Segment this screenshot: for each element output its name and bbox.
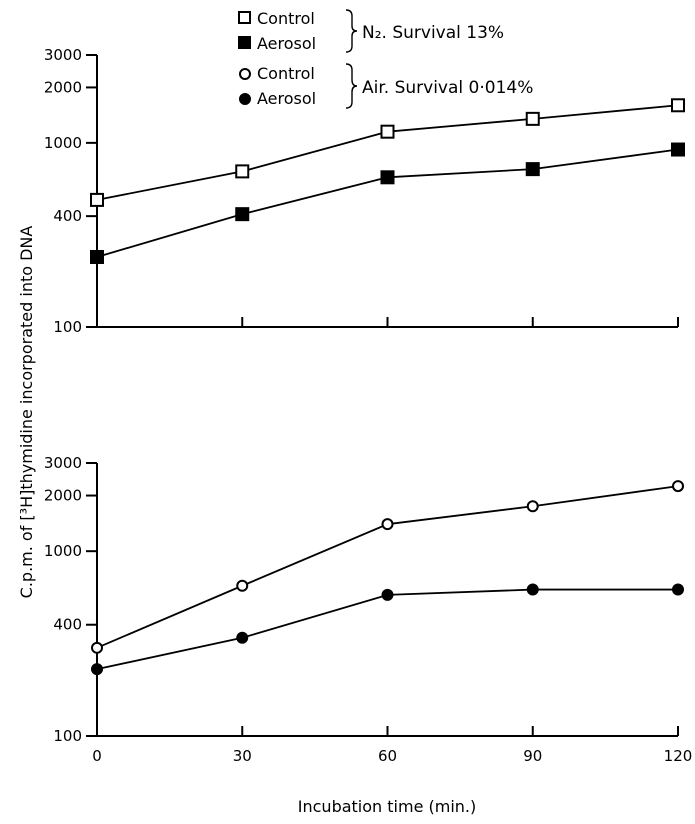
legend-marker-open-circle <box>239 68 251 80</box>
legend-marker-filled-circle <box>239 93 251 105</box>
top-y-tick-label: 400 <box>53 207 82 225</box>
top-point-aerosol <box>671 142 685 157</box>
bottom-point-aerosol <box>672 583 684 596</box>
top-point-aerosol <box>380 170 395 185</box>
top-y-tick-label: 2000 <box>44 78 82 96</box>
legend-brace-n2 <box>345 9 358 53</box>
bottom-point-aerosol <box>526 583 539 596</box>
legend-group-nitrogen: Control Aerosol N₂. Survival 13% <box>238 9 504 53</box>
top-point-control <box>525 111 540 126</box>
top-point-aerosol <box>90 249 104 264</box>
top-point-control <box>671 98 685 113</box>
top-y-tick-label: 100 <box>53 318 82 336</box>
x-axis-label: Incubation time (min.) <box>298 797 476 816</box>
legend-marker-open-square <box>238 11 251 24</box>
bottom-x-tick-label: 90 <box>523 747 542 765</box>
top-point-control <box>380 124 395 139</box>
legend-label-control-n2: Control <box>257 9 315 28</box>
legend-label-control-air: Control <box>257 64 315 83</box>
top-panel-nitrogen: 3000 2000 1000 400 100 <box>44 46 685 336</box>
bottom-y-tick-label: 100 <box>53 727 82 745</box>
bottom-x-tick-label: 120 <box>664 747 693 765</box>
bottom-point-aerosol <box>91 663 103 676</box>
legend-note-air: Air. Survival 0·014% <box>362 78 533 98</box>
bottom-x-tick-label: 60 <box>378 747 397 765</box>
bottom-y-tick-label: 3000 <box>44 454 82 472</box>
bottom-point-control <box>236 579 249 592</box>
bottom-point-control <box>526 500 539 513</box>
legend-brace-air <box>345 63 358 109</box>
legend-group-air: Control Aerosol Air. Survival 0·014% <box>239 63 533 109</box>
top-point-control <box>90 192 104 207</box>
bottom-series-line-aerosol <box>96 588 678 671</box>
legend: Control Aerosol N₂. Survival 13% Control… <box>238 9 533 109</box>
legend-label-aerosol-n2: Aerosol <box>257 34 316 53</box>
top-series-line-control <box>96 104 679 201</box>
legend-label-aerosol-air: Aerosol <box>257 89 316 108</box>
bottom-x-tick-label: 0 <box>92 747 102 765</box>
top-point-control <box>235 164 250 179</box>
y-axis-label: C.p.m. of [³H]thymidine incorporated int… <box>17 226 36 599</box>
bottom-point-control <box>91 641 103 654</box>
top-y-tick-label: 3000 <box>44 46 82 64</box>
top-point-aerosol <box>525 162 540 177</box>
bottom-y-tick-label: 400 <box>53 616 82 634</box>
top-point-aerosol <box>235 207 250 222</box>
top-y-tick-label: 1000 <box>44 134 82 152</box>
legend-marker-filled-square <box>238 36 251 49</box>
bottom-y-tick-label: 1000 <box>44 542 82 560</box>
bottom-point-aerosol <box>236 631 249 644</box>
bottom-y-tick-label: 2000 <box>44 487 82 505</box>
bottom-x-tick-label: 30 <box>233 747 252 765</box>
bottom-point-control <box>381 518 394 531</box>
bottom-series-line-control <box>96 485 679 649</box>
bottom-point-control <box>672 480 684 493</box>
legend-note-n2: N₂. Survival 13% <box>362 23 504 43</box>
bottom-point-aerosol <box>381 588 394 601</box>
top-series-line-aerosol <box>96 148 679 258</box>
